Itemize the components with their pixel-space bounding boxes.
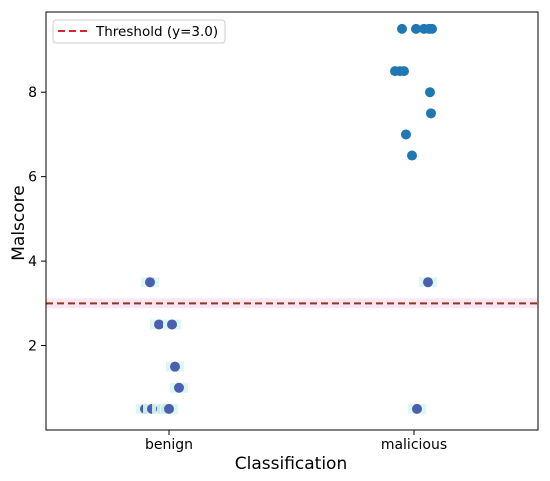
data-point-malicious-7 [399, 66, 409, 77]
data-point-benign-2 [167, 319, 177, 330]
data-point-malicious-0 [397, 23, 407, 34]
y-tick-label: 4 [28, 254, 37, 270]
axes: 2 4 6 8 benign malicious [28, 11, 539, 453]
data-point-malicious-13 [412, 403, 422, 414]
y-axis-title: Malscore [9, 185, 29, 261]
x-tick-label-malicious: malicious [381, 437, 447, 453]
data-point-benign-0 [145, 277, 155, 288]
data-point-malicious-1 [411, 23, 421, 34]
y-tick-label: 2 [28, 339, 37, 355]
data-point-benign-3 [170, 361, 180, 372]
data-point-benign-1 [154, 319, 164, 330]
x-tick-label-benign: benign [145, 437, 193, 453]
data-point-malicious-12 [423, 277, 433, 288]
y-tick-label: 6 [28, 170, 37, 186]
plot-frame [45, 11, 539, 431]
data-point-malicious-11 [407, 150, 417, 161]
x-axis-title: Classification [235, 454, 347, 474]
data-point-malicious-9 [426, 108, 436, 119]
legend: Threshold (y=3.0) [52, 19, 226, 44]
legend-box [52, 19, 226, 44]
y-tick-label: 8 [28, 85, 37, 101]
data-point-malicious-10 [401, 129, 411, 140]
data-point-malicious-8 [425, 87, 435, 98]
data-point-benign-9 [164, 403, 174, 414]
data-point-malicious-4 [427, 23, 437, 34]
plot-area [46, 23, 538, 414]
data-point-benign-4 [174, 382, 184, 393]
legend-threshold-label: Threshold (y=3.0) [95, 24, 218, 40]
